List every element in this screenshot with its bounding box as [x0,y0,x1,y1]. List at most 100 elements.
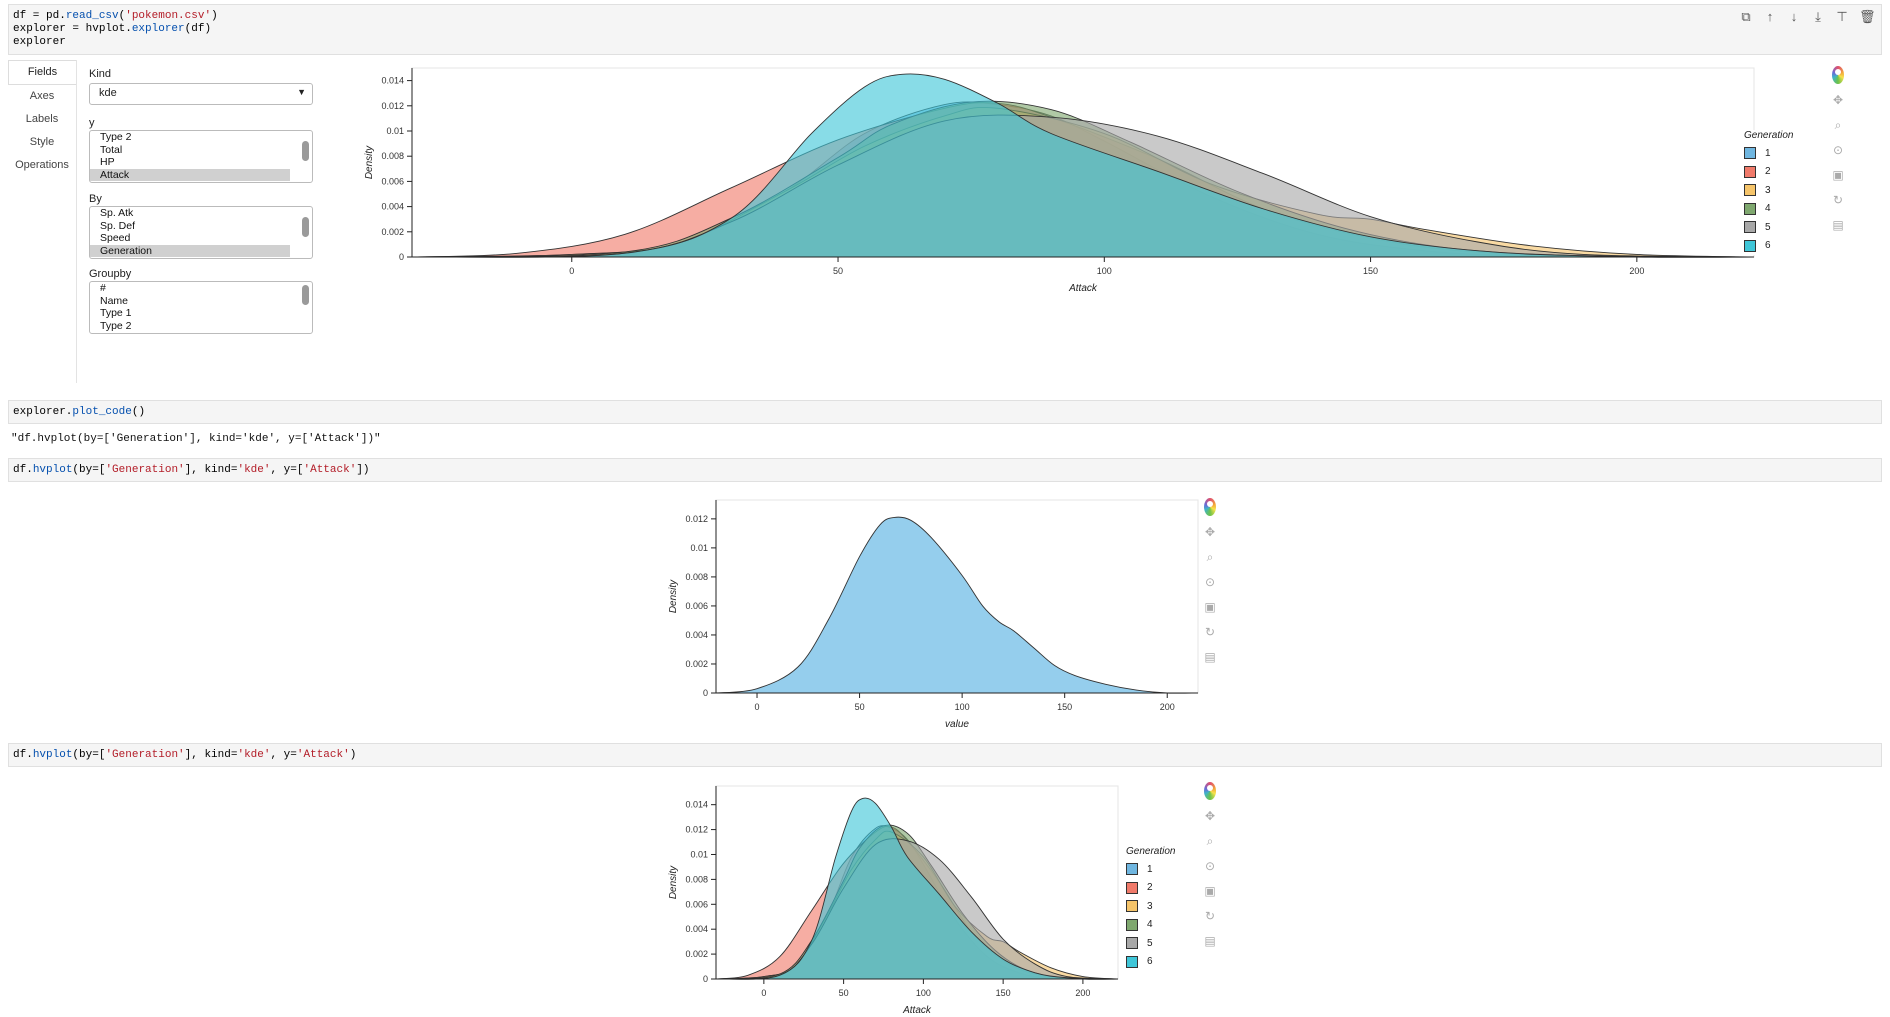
code-cell-plot-code[interactable]: explorer.plot_code() [8,400,1882,424]
legend-item[interactable]: 3 [1126,897,1186,916]
tab-style[interactable]: Style [29,136,55,148]
y-tick-label: 0.002 [685,659,708,669]
save-icon[interactable]: ▣ [1204,600,1216,614]
list-option[interactable]: HP [100,156,115,168]
list-option[interactable]: Total [100,143,123,156]
save-icon[interactable]: ▣ [1832,168,1844,182]
hover-icon[interactable]: ▤ [1204,934,1216,948]
y-scrollbar[interactable] [302,141,309,161]
code-line[interactable]: df.hvplot(by=['Generation'], kind='kde',… [13,464,370,477]
legend-item[interactable]: 1 [1126,860,1186,879]
code-cell-explorer[interactable]: df = pd.read_csv('pokemon.csv') explorer… [8,4,1882,55]
code-function-token: hvplot [32,749,73,761]
legend-title: Generation [1744,130,1794,141]
y-tick-label: 0.004 [381,202,404,212]
delete-cell-icon[interactable]: 🗑 [1859,9,1876,24]
code-line[interactable]: df = pd.read_csv('pokemon.csv') [13,10,218,23]
insert-below-icon[interactable]: ⊤ [1836,9,1848,24]
list-option[interactable]: Speed [100,232,131,244]
y-label: y [89,117,95,129]
y-tick-label: 0 [703,974,708,984]
code-line[interactable]: explorer = hvplot.explorer(df) [13,23,211,36]
list-option[interactable]: Sp. Def [100,219,136,232]
list-option[interactable]: Type 1 [100,307,132,319]
legend-label: 3 [1147,900,1153,912]
move-down-icon[interactable]: ↓ [1790,9,1798,24]
legend-item[interactable]: 2 [1744,163,1804,182]
pan-icon[interactable]: ✥ [1832,93,1844,107]
kind-select[interactable]: kde ▼ [89,83,313,105]
legend-swatch [1744,221,1756,234]
reset-icon[interactable]: ↻ [1204,625,1216,639]
bokeh-logo [1204,782,1216,800]
y-tick-label: 0.01 [690,849,708,859]
single-kde-plot[interactable]: 0 50 100 150 200 0 0.002 0.004 0.006 0.008 0.01 0.0… [664,496,1204,731]
pan-icon[interactable]: ✥ [1204,809,1216,823]
legend-item[interactable]: 4 [1126,916,1186,935]
by-scrollbar[interactable] [302,217,309,237]
legend-item[interactable]: 6 [1126,953,1186,972]
box-zoom-icon[interactable]: ⌕ [1206,550,1214,564]
legend-item[interactable]: 3 [1744,181,1804,200]
code-token: (by=[ [72,749,106,761]
save-icon[interactable]: ▣ [1204,884,1216,898]
pan-icon[interactable]: ✥ [1204,525,1216,539]
box-zoom-icon[interactable]: ⌕ [1206,834,1214,848]
list-option[interactable]: Type 2 [100,319,132,332]
explorer-kde-plot[interactable]: 0 50 100 150 200 0 0.002 0.004 0.006 0.008 0.01 0.0… [360,60,1760,305]
code-line[interactable]: explorer [13,36,66,49]
tab-labels[interactable]: Labels [25,113,59,125]
tab-fields[interactable]: Fields [8,60,76,85]
y-tick-label: 0.014 [381,76,404,86]
legend-swatch [1744,239,1756,252]
code-token: ], kind= [184,749,238,761]
hover-icon[interactable]: ▤ [1832,218,1844,232]
bokeh-logo [1832,66,1844,84]
list-option[interactable]: Name [100,294,129,307]
list-option[interactable]: Generation [90,244,290,257]
code-cell-hvplot-list[interactable]: df.hvplot(by=['Generation'], kind='kde',… [8,458,1882,482]
code-cell-hvplot-str[interactable]: df.hvplot(by=['Generation'], kind='kde',… [8,743,1882,767]
legend-item[interactable]: 6 [1744,237,1804,256]
legend-item[interactable]: 5 [1126,934,1186,953]
y-multiselect[interactable]: Type 2 Total HP Attack [89,130,313,183]
legend-item[interactable]: 4 [1744,200,1804,219]
legend-swatch [1744,165,1756,178]
legend-item[interactable]: 1 [1744,144,1804,163]
hover-icon[interactable]: ▤ [1204,650,1216,664]
insert-above-icon[interactable]: ⤓ [1815,9,1821,24]
code-line[interactable]: explorer.plot_code() [13,406,145,419]
wheel-zoom-icon[interactable]: ⊙ [1204,859,1216,873]
wheel-zoom-icon[interactable]: ⊙ [1204,575,1216,589]
code-line[interactable]: df.hvplot(by=['Generation'], kind='kde',… [13,749,356,762]
y-tick-label: 0.012 [381,101,404,111]
by-multiselect[interactable]: Sp. Atk Sp. Def Speed Generation [89,206,313,259]
y-tick-label: 0.004 [685,924,708,934]
list-option[interactable]: # [100,282,106,294]
legend-item[interactable]: 2 [1126,879,1186,898]
legend-label: 3 [1765,184,1771,196]
groupby-scrollbar[interactable] [302,285,309,305]
box-zoom-icon[interactable]: ⌕ [1834,118,1842,132]
move-up-icon[interactable]: ↑ [1766,9,1774,24]
generation-kde-plot[interactable]: 0 50 100 150 200 0 0.002 0.004 0.006 0.008 0.01 0.0… [664,782,1124,1017]
code-token: ( [118,10,126,22]
reset-icon[interactable]: ↻ [1204,909,1216,923]
code-token: ], kind= [184,464,238,476]
reset-icon[interactable]: ↻ [1832,193,1844,207]
tab-axes[interactable]: Axes [29,90,55,102]
code-token: explorer [13,36,66,48]
groupby-multiselect[interactable]: # Name Type 1 Type 2 [89,281,313,334]
code-token: ) [211,10,218,22]
list-option[interactable]: Sp. Atk [100,207,134,219]
list-option[interactable]: Type 2 [100,131,132,143]
x-tick-label: 0 [569,266,574,276]
legend-item[interactable]: 5 [1744,218,1804,237]
tab-operations[interactable]: Operations [15,159,69,171]
y-tick-label: 0.01 [690,543,708,553]
list-option[interactable]: Attack [90,168,290,181]
copy-cell-icon[interactable]: ⧉ [1741,9,1751,24]
legend-swatch [1744,147,1756,160]
code-token: df. [13,464,33,476]
wheel-zoom-icon[interactable]: ⊙ [1832,143,1844,157]
